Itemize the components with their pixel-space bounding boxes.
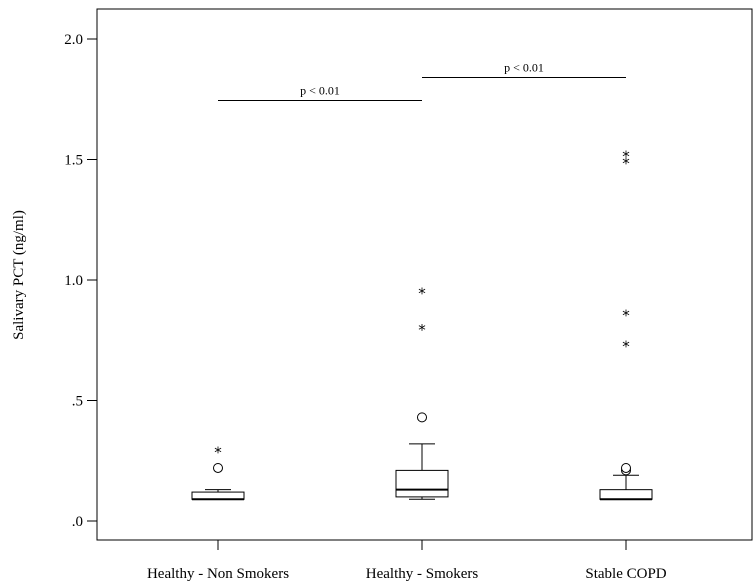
y-tick-label: .5 <box>72 394 83 410</box>
significance-annotations: p < 0.01 p < 0.01 <box>218 61 626 101</box>
box-iqr <box>191 491 245 500</box>
box-iqr <box>395 469 449 498</box>
box-group: * <box>191 444 245 501</box>
significance-bracket: p < 0.01 <box>218 83 422 101</box>
extreme-point: * <box>418 285 426 303</box>
significance-bracket: p < 0.01 <box>422 61 626 79</box>
outlier-point <box>417 412 427 423</box>
extreme-point: * <box>622 147 630 165</box>
x-category-label: Healthy - Non Smokers <box>147 566 289 582</box>
box-iqr <box>599 489 653 500</box>
extreme-point: * <box>622 338 630 356</box>
plot-frame <box>96 8 753 541</box>
y-tick-label: 2.0 <box>64 32 83 48</box>
y-axis: .0 .5 1.0 1.5 2.0 <box>64 32 97 530</box>
y-tick-label: 1.5 <box>64 153 83 169</box>
y-tick-label: 1.0 <box>64 273 83 289</box>
x-axis: Healthy - Non Smokers Healthy - Smokers St… <box>147 540 667 582</box>
y-tick-label: .0 <box>72 514 83 530</box>
outlier-point <box>213 462 223 473</box>
outlier-point <box>621 462 631 473</box>
box-group: ** <box>395 285 449 500</box>
significance-label: p < 0.01 <box>504 61 544 75</box>
x-category-label: Healthy - Smokers <box>366 566 479 582</box>
extreme-point: * <box>418 321 426 339</box>
x-category-label: Stable COPD <box>585 566 666 582</box>
significance-label: p < 0.01 <box>300 83 340 97</box>
extreme-point: * <box>622 306 630 324</box>
extreme-point: * <box>214 444 222 462</box>
box-series: ******* <box>191 147 653 501</box>
y-axis-title: Salivary PCT (ng/ml) <box>11 210 27 340</box>
extreme-point: * <box>622 155 630 173</box>
box-group: **** <box>599 147 653 501</box>
